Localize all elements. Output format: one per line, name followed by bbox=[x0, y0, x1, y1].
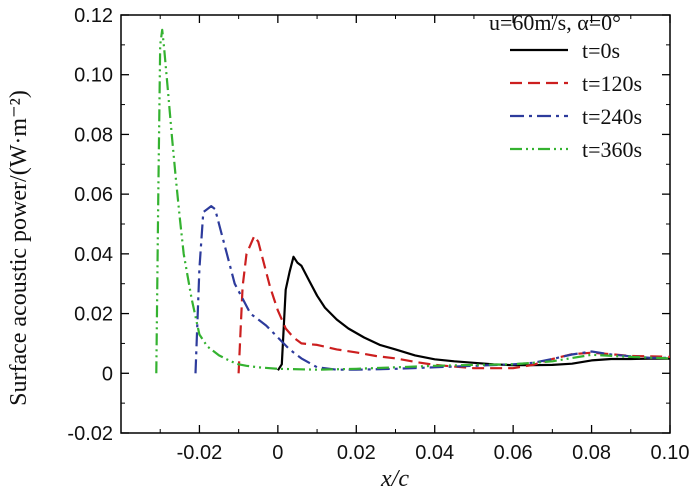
series-line-t-240s bbox=[194, 205, 670, 374]
legend: u=60m/s, α=0° t=0s t=120s t=240s t=360s bbox=[489, 10, 642, 162]
series-layer bbox=[155, 28, 671, 374]
x-axis-title: x/c bbox=[380, 466, 409, 492]
x-tick-label: 0.04 bbox=[415, 442, 454, 464]
y-tick-label: 0.12 bbox=[74, 5, 113, 27]
legend-label: t=240s bbox=[582, 104, 642, 129]
y-axis: -0.02 0 0.02 0.04 0.06 0.08 0.10 0.12 bbox=[67, 5, 670, 445]
x-tick-label: 0.02 bbox=[337, 442, 376, 464]
series-line-t-0s bbox=[276, 255, 670, 371]
x-tick-label: 0.06 bbox=[494, 442, 533, 464]
y-tick-label: 0.02 bbox=[74, 304, 113, 326]
y-tick-label: 0.06 bbox=[74, 184, 113, 206]
x-tick-label: 0.10 bbox=[651, 442, 690, 464]
legend-header: u=60m/s, α=0° bbox=[489, 10, 621, 35]
x-tick-label: 0.08 bbox=[572, 442, 611, 464]
y-tick-label: 0.04 bbox=[74, 244, 113, 266]
y-axis-title: Surface acoustic power/(W·m⁻²) bbox=[6, 90, 32, 406]
series-line-t-120s bbox=[237, 234, 671, 374]
y-tick-label: 0.08 bbox=[74, 124, 113, 146]
legend-label: t=0s bbox=[582, 38, 620, 63]
y-tick-label: -0.02 bbox=[67, 423, 113, 445]
y-tick-label: 0 bbox=[102, 363, 113, 385]
x-tick-label: 0 bbox=[272, 442, 283, 464]
x-axis: -0.02 0 0.02 0.04 0.06 0.08 0.10 bbox=[159, 15, 690, 464]
legend-label: t=360s bbox=[582, 137, 642, 162]
x-tick-label: -0.02 bbox=[177, 442, 223, 464]
legend-label: t=120s bbox=[582, 71, 642, 96]
y-tick-label: 0.10 bbox=[74, 65, 113, 87]
